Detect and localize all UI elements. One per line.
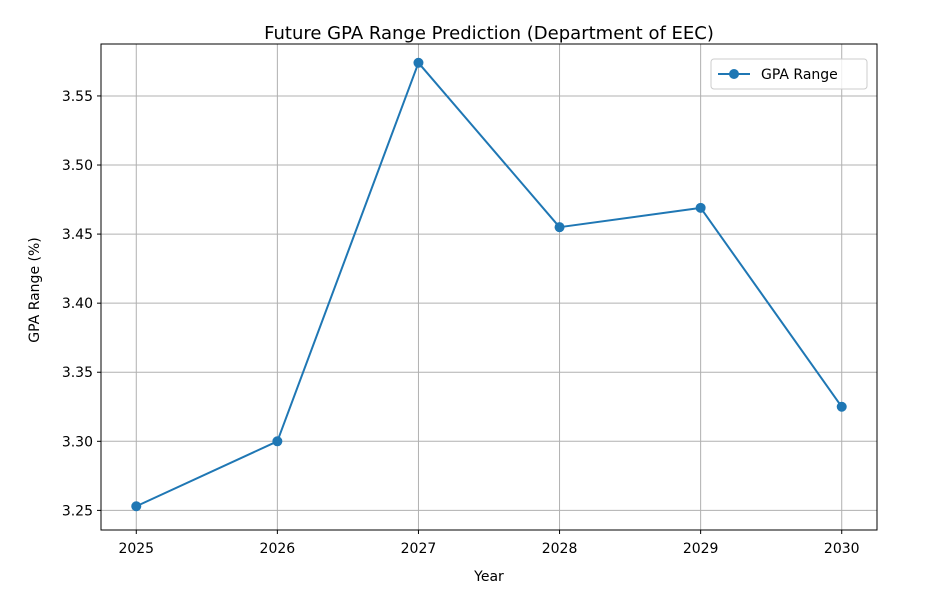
x-axis-title: Year: [473, 569, 504, 585]
chart-title: Future GPA Range Prediction (Department …: [264, 23, 714, 44]
legend: GPA Range: [710, 58, 868, 90]
y-tick-label: 3.40: [62, 296, 93, 312]
data-point: [272, 436, 283, 447]
series-layer: [131, 57, 847, 512]
x-tick-label: 2026: [260, 541, 296, 557]
legend-label: GPA Range: [761, 67, 838, 83]
legend-box: [710, 58, 868, 90]
x-tick-label: 2027: [401, 541, 437, 557]
x-tick-label: 2025: [118, 541, 154, 557]
data-point: [131, 501, 142, 512]
x-tick-label: 2030: [824, 541, 860, 557]
grid-layer: [101, 44, 877, 530]
x-ticks: 2025 2026 2027 2028 2029 2030: [118, 530, 860, 557]
y-tick-label: 3.30: [62, 434, 93, 450]
x-tick-label: 2028: [542, 541, 578, 557]
data-point: [413, 57, 424, 68]
data-point: [554, 222, 565, 233]
y-axis-title: GPA Range (%): [27, 237, 43, 342]
y-tick-label: 3.55: [62, 89, 93, 105]
data-point: [836, 401, 847, 412]
data-point: [695, 202, 706, 213]
y-tick-label: 3.25: [62, 503, 93, 519]
y-tick-label: 3.45: [62, 227, 93, 243]
x-tick-label: 2029: [683, 541, 719, 557]
y-tick-label: 3.35: [62, 365, 93, 381]
legend-marker-swatch: [729, 69, 739, 79]
y-ticks: 3.25 3.30 3.35 3.40 3.45 3.50 3.55: [62, 89, 101, 519]
series-line: [135, 61, 843, 508]
plot-frame: [100, 43, 878, 531]
y-tick-label: 3.50: [62, 158, 93, 174]
